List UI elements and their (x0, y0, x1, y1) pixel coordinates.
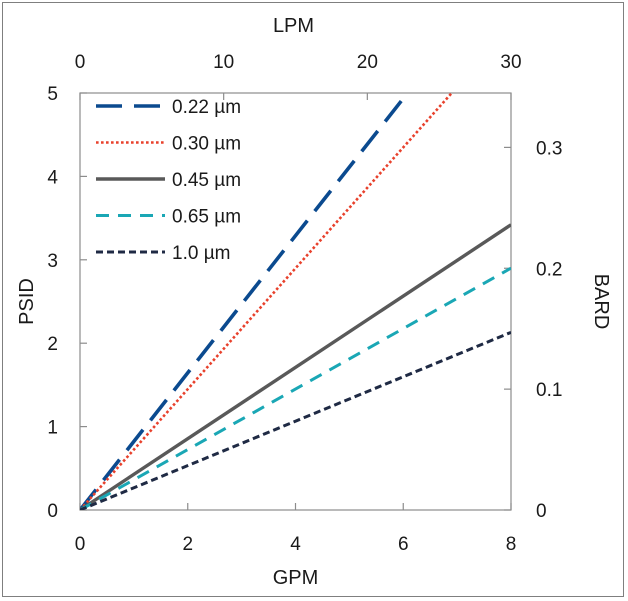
legend-label-5: 1.0 µm (172, 243, 230, 264)
x-tick-label: 8 (506, 534, 517, 555)
series-layer (80, 93, 511, 510)
y2-tick-label: 0.3 (536, 138, 562, 159)
x2-tick-label: 30 (500, 52, 521, 73)
plot-area (79, 92, 512, 511)
series-line-4 (80, 266, 511, 510)
legend-label-3: 0.45 µm (172, 170, 241, 191)
y-tick-label: 3 (47, 251, 58, 272)
x-tick-label: 2 (182, 534, 193, 555)
x-tick-label: 6 (398, 534, 409, 555)
x-axis-title: GPM (273, 567, 319, 589)
series-line-3 (80, 223, 511, 510)
x-tick-label: 0 (75, 534, 86, 555)
y-tick-label: 5 (47, 84, 58, 105)
y2-tick-label: 0.1 (536, 380, 562, 401)
series-line-1 (80, 93, 409, 510)
plot-border (79, 92, 512, 511)
x2-tick-label: 0 (75, 52, 86, 73)
x2-axis-title: LPM (273, 15, 314, 37)
y-axis-title: PSID (16, 278, 38, 325)
y-tick-label: 0 (47, 501, 58, 522)
y2-tick-label: 0 (536, 501, 547, 522)
series-line-5 (80, 330, 511, 510)
series-line-2 (80, 93, 453, 510)
axis-labels: GPM LPM PSID BARD (16, 15, 612, 589)
y-tick-label: 1 (47, 418, 58, 439)
legend: 0.22 µm 0.30 µm 0.45 µm 0.65 µm 1.0 µm (96, 97, 241, 264)
y2-tick-label: 0.2 (536, 259, 562, 280)
x-tick-label: 4 (290, 534, 301, 555)
y-tick-label: 2 (47, 334, 58, 355)
legend-label-4: 0.65 µm (172, 207, 241, 228)
legend-label-2: 0.30 µm (172, 134, 241, 155)
x2-tick-label: 10 (213, 52, 234, 73)
x2-tick-label: 20 (357, 52, 378, 73)
y2-axis-title: BARD (590, 274, 612, 330)
legend-label-1: 0.22 µm (172, 97, 241, 118)
y-tick-label: 4 (47, 167, 58, 188)
